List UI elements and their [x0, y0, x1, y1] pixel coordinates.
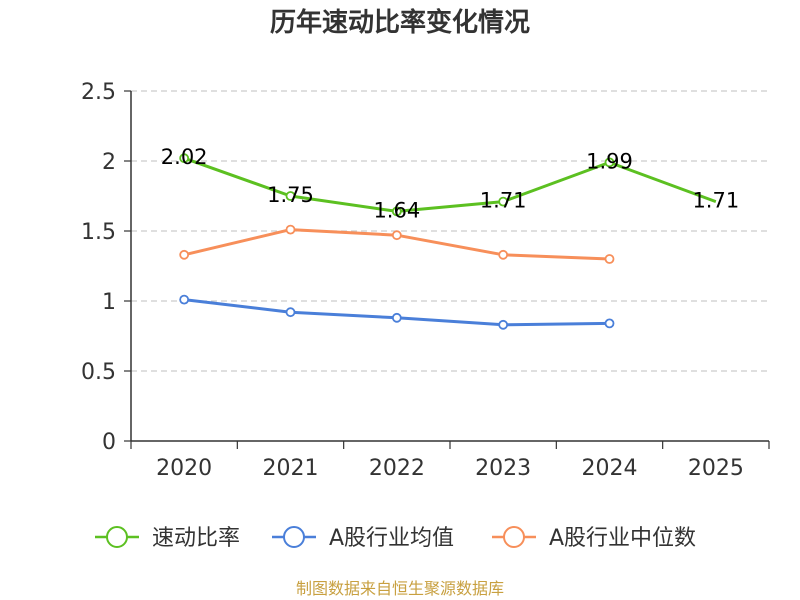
data-point — [179, 249, 190, 260]
data-point — [498, 249, 509, 260]
x-tick-label: 2024 — [582, 456, 638, 481]
y-tick-label: 1.5 — [81, 220, 116, 245]
y-tick-label: 1 — [102, 290, 116, 315]
legend-label: A股行业均值 — [329, 526, 454, 551]
y-tick-label: 2.5 — [81, 80, 116, 105]
series-layer — [179, 153, 717, 330]
data-label-layer: 2.02 1.75 1.64 1.71 1.99 1.71 — [161, 145, 739, 222]
data-label: 1.71 — [480, 189, 527, 213]
y-tick-label: 0.5 — [81, 360, 116, 385]
data-label: 1.75 — [267, 183, 314, 207]
x-tick-label: 2020 — [156, 456, 212, 481]
x-tick-label: 2022 — [369, 456, 425, 481]
source-note: 制图数据来自恒生聚源数据库 — [296, 579, 504, 598]
data-label: 1.64 — [373, 198, 420, 222]
legend-swatch-marker — [503, 526, 525, 548]
data-point — [498, 319, 509, 330]
x-tick-label: 2023 — [475, 456, 531, 481]
data-label: 1.71 — [692, 189, 739, 213]
data-point — [285, 191, 296, 201]
legend-swatch-marker — [106, 526, 128, 548]
data-point — [604, 254, 615, 264]
data-point — [391, 312, 402, 323]
data-point — [179, 294, 190, 305]
data-label: 2.02 — [161, 145, 208, 169]
grid-layer — [131, 90, 769, 372]
legend-label: A股行业中位数 — [549, 526, 696, 551]
data-point — [285, 224, 296, 235]
legend-swatch-marker — [283, 526, 305, 548]
data-point — [604, 157, 615, 168]
axis-layer: 0 0.5 1 1.5 2 2.5 2020 2021 2022 2023 2024 2025 — [81, 80, 770, 481]
x-tick-label: 2021 — [263, 456, 319, 481]
data-point — [391, 206, 402, 217]
chart-title: 历年速动比率变化情况 — [270, 7, 530, 38]
data-point — [604, 318, 615, 329]
legend: 速动比率 A股行业均值 A股行业中位数 — [95, 526, 696, 551]
data-point — [498, 196, 509, 207]
series-line-0 — [183, 156, 717, 213]
legend-label: 速动比率 — [152, 526, 240, 551]
data-label: 1.99 — [586, 149, 633, 173]
data-point — [285, 307, 296, 318]
x-tick-label: 2025 — [688, 456, 744, 481]
y-tick-label: 2 — [102, 150, 116, 175]
y-tick-label: 0 — [102, 430, 116, 455]
data-point — [391, 230, 402, 241]
data-point — [179, 153, 190, 164]
